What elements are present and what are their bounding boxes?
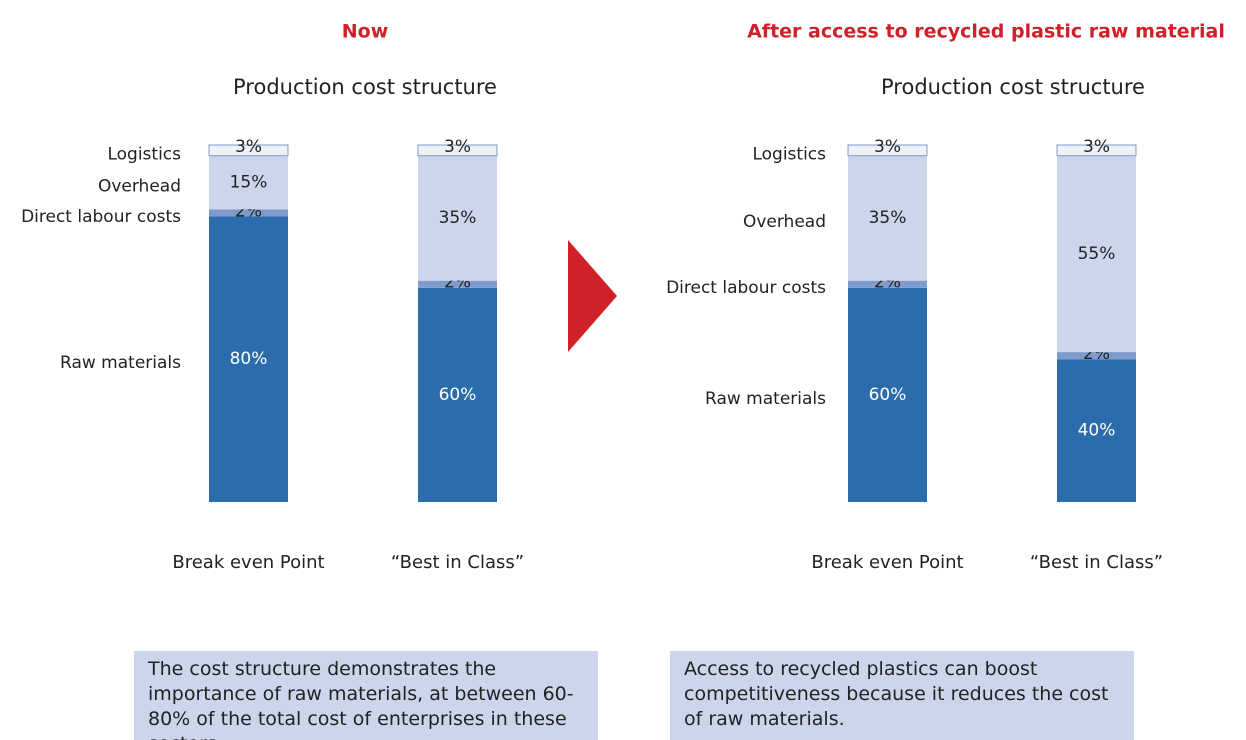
series-label: Raw materials — [705, 389, 826, 409]
chart-title: Production cost structure — [881, 75, 1145, 99]
series-label: Direct labour costs — [666, 278, 826, 298]
series-label: Raw materials — [60, 353, 181, 373]
value-label: 60% — [869, 385, 907, 405]
series-label: Logistics — [107, 144, 181, 164]
value-label: 15% — [230, 172, 268, 192]
bar-segment — [848, 287, 927, 502]
bar-segment — [208, 144, 289, 157]
bar-segment — [847, 144, 928, 157]
series-label: Direct labour costs — [21, 207, 181, 227]
chart-title: Production cost structure — [233, 75, 497, 99]
bar-segment — [1057, 155, 1136, 353]
value-label: 3% — [874, 137, 901, 157]
bar-segment — [1057, 359, 1136, 502]
bar-segment — [418, 287, 497, 502]
bar-segment — [418, 280, 497, 288]
series-label: Overhead — [743, 212, 826, 232]
value-label: 55% — [1078, 244, 1116, 264]
bar-segment — [209, 209, 288, 217]
note: Access to recycled plastics can boost co… — [670, 651, 1134, 740]
bar-segment — [209, 216, 288, 502]
value-label: 40% — [1078, 421, 1116, 441]
bar-segment — [418, 155, 497, 281]
bar-segment — [1057, 352, 1136, 360]
bar-segment — [417, 144, 498, 157]
series-label: Logistics — [752, 144, 826, 164]
x-tick-label: “Best in Class” — [1030, 552, 1163, 573]
x-tick-label: Break even Point — [172, 552, 324, 573]
heading: After access to recycled plastic raw mat… — [747, 21, 1225, 43]
bar-segment — [848, 155, 927, 281]
bar-segment — [209, 155, 288, 210]
series-label: Overhead — [98, 176, 181, 196]
value-label: 80% — [230, 349, 268, 369]
heading: Now — [342, 21, 389, 43]
x-tick-label: “Best in Class” — [391, 552, 524, 573]
value-label: 35% — [439, 208, 477, 228]
value-label: 3% — [444, 137, 471, 157]
value-label: 3% — [235, 137, 262, 157]
value-label: 35% — [869, 208, 907, 228]
bar-segment — [848, 280, 927, 288]
bar-segment — [1056, 144, 1137, 157]
value-label: 60% — [439, 385, 477, 405]
x-tick-label: Break even Point — [811, 552, 963, 573]
note: The cost structure demonstrates the impo… — [134, 651, 598, 740]
value-label: 3% — [1083, 137, 1110, 157]
arrow — [568, 240, 617, 352]
